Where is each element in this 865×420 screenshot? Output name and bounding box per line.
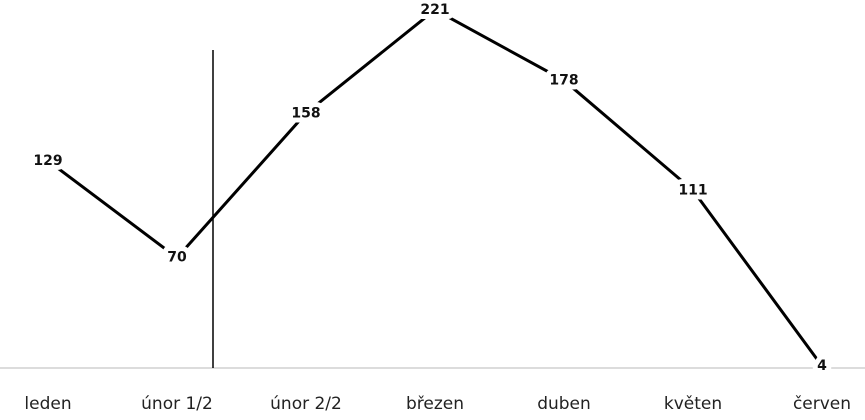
x-tick-label: únor 2/2 bbox=[270, 394, 342, 414]
x-tick-label: březen bbox=[406, 394, 464, 414]
data-label: 70 bbox=[167, 250, 187, 266]
data-line bbox=[47, 8, 824, 367]
x-tick-label: duben bbox=[537, 394, 591, 414]
x-tick-label: červen bbox=[793, 394, 851, 414]
data-label: 178 bbox=[549, 72, 578, 88]
data-label: 4 bbox=[817, 358, 827, 374]
data-label: 129 bbox=[33, 153, 62, 169]
x-tick-label: leden bbox=[24, 394, 71, 414]
data-label: 158 bbox=[291, 105, 320, 121]
x-tick-label: květen bbox=[664, 394, 722, 414]
data-label: 111 bbox=[678, 182, 707, 198]
x-tick-label: únor 1/2 bbox=[141, 394, 213, 414]
data-label: 221 bbox=[420, 2, 449, 18]
